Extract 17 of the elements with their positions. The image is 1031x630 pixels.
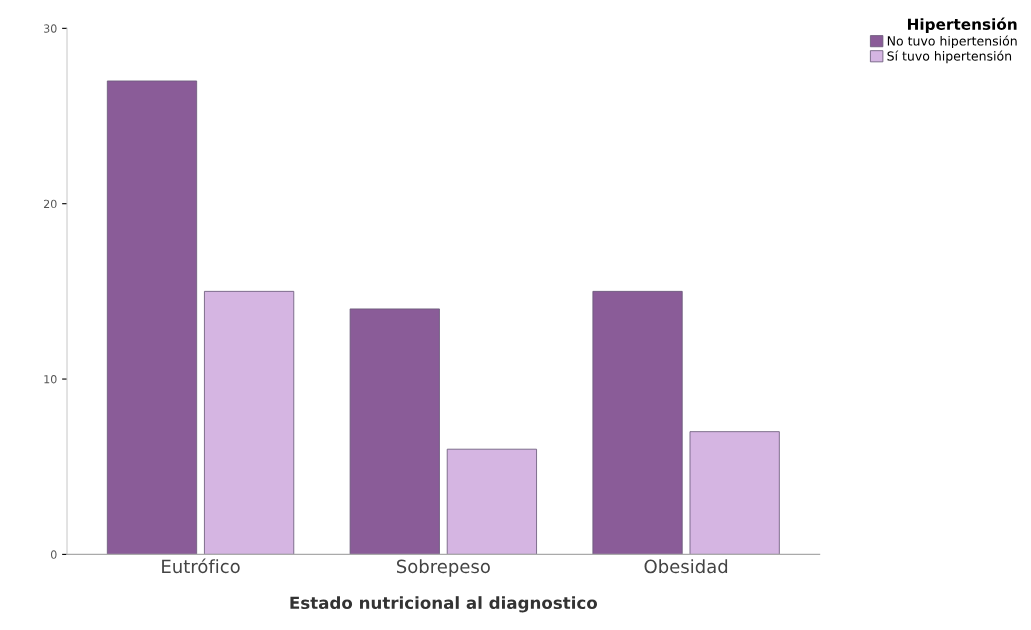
bar — [204, 290, 295, 555]
x-tick-label: Sobrepeso — [396, 559, 490, 577]
y-tick-label: 30 — [44, 24, 57, 33]
bar — [106, 80, 198, 555]
x-axis-title: Estado nutricional al diagnostico — [290, 596, 598, 613]
legend-label: Sí tuvo hipertensión — [887, 50, 1012, 64]
y-tick-label: 20 — [43, 199, 57, 209]
bar — [689, 431, 780, 555]
bar — [446, 448, 537, 555]
x-tick-label: Eutrófico — [162, 558, 240, 574]
bar — [592, 290, 683, 555]
y-tick-label: 0 — [50, 550, 57, 559]
bar — [349, 308, 440, 555]
legend-label: No tuvo hipertensión — [887, 35, 1017, 49]
legend-title: Hipertensión — [907, 17, 1017, 33]
x-tick-label: Obesidad — [644, 559, 728, 574]
y-tick-label: 10 — [44, 375, 57, 384]
